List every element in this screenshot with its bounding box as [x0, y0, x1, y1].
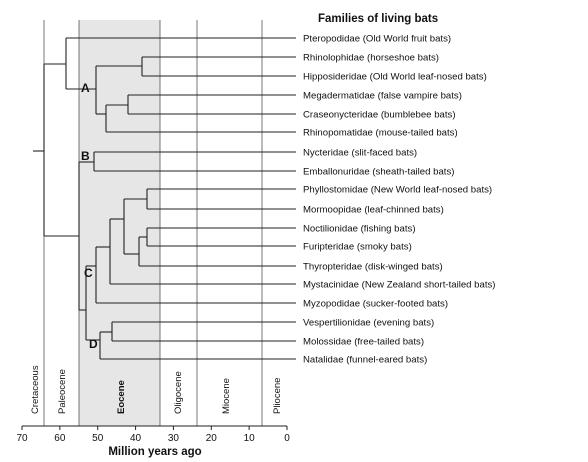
tree-branches [33, 37, 296, 360]
family-label: Hipposideridae (Old World leaf-nosed bat… [303, 72, 487, 83]
axis-tick-label: 10 [244, 433, 256, 444]
time-axis: 70 60 50 40 30 20 10 0 Million years ago [16, 425, 290, 458]
family-label: Molossidae (free-tailed bats) [303, 337, 424, 348]
clade-letter-a: A [81, 81, 90, 95]
epoch-label-eocene: Eocene [116, 380, 127, 414]
eocene-band [79, 20, 160, 426]
clade-letter-c: C [84, 266, 93, 280]
axis-ticks: 70 60 50 40 30 20 10 0 [16, 426, 290, 444]
axis-tick-label: 40 [130, 433, 142, 444]
axis-tick-label: 50 [92, 433, 104, 444]
family-label: Rhinolophidae (horseshoe bats) [303, 53, 439, 64]
family-label: Vespertilionidae (evening bats) [303, 318, 434, 329]
epoch-label-pliocene: Pliocene [272, 378, 283, 414]
epoch-label-paleocene: Paleocene [57, 369, 68, 414]
family-label: Thyropteridae (disk-winged bats) [303, 262, 443, 273]
family-label: Noctilionidae (fishing bats) [303, 224, 416, 235]
family-label: Phyllostomidae (New World leaf-nosed bat… [303, 185, 492, 196]
epoch-label-oligocene: Oligocene [173, 371, 184, 414]
family-label: Emballonuridae (sheath-tailed bats) [303, 167, 454, 178]
family-label: Myzopodidae (sucker-footed bats) [303, 299, 448, 310]
epoch-label-miocene: Miocene [221, 378, 232, 414]
epoch-label-cretaceous: Cretaceous [30, 365, 41, 414]
family-label: Megadermatidae (false vampire bats) [303, 91, 462, 102]
family-labels: Pteropodidae (Old World fruit bats) Rhin… [303, 34, 496, 366]
family-label: Rhinopomatidae (mouse-tailed bats) [303, 128, 458, 139]
axis-tick-label: 70 [16, 433, 28, 444]
epoch-labels: Cretaceous Paleocene Eocene Oligocene Mi… [30, 365, 283, 414]
axis-title: Million years ago [108, 446, 201, 458]
clade-letter-b: B [81, 149, 90, 163]
epoch-boundaries [43, 20, 263, 426]
axis-tick-label: 20 [206, 433, 218, 444]
figure-title: Families of living bats [318, 13, 438, 25]
family-label: Pteropodidae (Old World fruit bats) [303, 34, 451, 45]
axis-tick-label: 0 [284, 433, 290, 444]
family-label: Mystacinidae (New Zealand short-tailed b… [303, 280, 496, 291]
family-label: Nycteridae (slit-faced bats) [303, 148, 417, 159]
clade-letter-d: D [89, 337, 98, 351]
family-label: Furipteridae (smoky bats) [303, 242, 412, 253]
family-label: Mormoopidae (leaf-chinned bats) [303, 205, 444, 216]
axis-tick-label: 30 [168, 433, 180, 444]
axis-tick-label: 60 [54, 433, 66, 444]
family-label: Craseonycteridae (bumblebee bats) [303, 110, 456, 121]
family-label: Natalidae (funnel-eared bats) [303, 355, 427, 366]
